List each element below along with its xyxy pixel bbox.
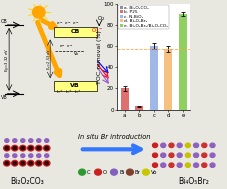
- Circle shape: [176, 153, 181, 157]
- Circle shape: [176, 143, 181, 148]
- Circle shape: [201, 163, 206, 167]
- Text: VB: VB: [70, 83, 80, 88]
- Circle shape: [193, 153, 198, 157]
- Circle shape: [21, 146, 25, 150]
- Circle shape: [94, 169, 101, 175]
- Text: Br: Br: [134, 170, 140, 175]
- Circle shape: [152, 163, 157, 167]
- Text: h$^+$: h$^+$: [74, 88, 81, 96]
- Circle shape: [201, 153, 206, 157]
- Circle shape: [21, 162, 25, 165]
- Circle shape: [168, 163, 173, 167]
- Circle shape: [37, 146, 40, 150]
- Circle shape: [152, 143, 157, 148]
- Circle shape: [160, 163, 165, 167]
- Circle shape: [209, 163, 214, 167]
- Circle shape: [110, 169, 117, 175]
- Circle shape: [209, 143, 214, 148]
- Circle shape: [168, 143, 173, 148]
- Circle shape: [29, 146, 32, 150]
- Circle shape: [37, 139, 41, 142]
- Circle shape: [45, 146, 48, 150]
- Circle shape: [12, 145, 18, 151]
- Circle shape: [160, 143, 165, 148]
- Circle shape: [13, 154, 17, 157]
- Text: h$^+$: h$^+$: [55, 88, 63, 96]
- FancyBboxPatch shape: [53, 81, 96, 91]
- Text: e$^-$: e$^-$: [55, 20, 63, 27]
- Circle shape: [35, 145, 42, 151]
- Text: e$^-$ e$^-$: e$^-$ e$^-$: [59, 43, 73, 50]
- Text: CB: CB: [1, 19, 8, 24]
- Text: h$^+$: h$^+$: [64, 88, 72, 96]
- Circle shape: [185, 163, 190, 167]
- Circle shape: [5, 162, 9, 165]
- Text: Bi₂O₂CO₃: Bi₂O₂CO₃: [10, 177, 44, 186]
- Circle shape: [185, 153, 190, 157]
- Text: E$_g$=3.32 eV: E$_g$=3.32 eV: [3, 48, 12, 72]
- Circle shape: [5, 146, 9, 150]
- Circle shape: [43, 160, 50, 166]
- Circle shape: [168, 153, 173, 157]
- Circle shape: [20, 145, 26, 151]
- Bar: [178, 14, 186, 110]
- Circle shape: [37, 154, 41, 157]
- Circle shape: [185, 143, 190, 148]
- Circle shape: [32, 6, 45, 18]
- Text: Vo: Vo: [74, 52, 79, 56]
- Text: e$^-$: e$^-$: [71, 20, 79, 27]
- FancyBboxPatch shape: [53, 27, 96, 37]
- Text: e$^-$: e$^-$: [63, 20, 71, 27]
- Circle shape: [209, 153, 214, 157]
- Circle shape: [13, 139, 17, 142]
- Circle shape: [21, 154, 25, 157]
- Text: Bi₄O₅Br₂: Bi₄O₅Br₂: [178, 177, 208, 186]
- Bar: [164, 49, 172, 110]
- Text: O$_2^{•-}$: O$_2^{•-}$: [90, 26, 103, 36]
- Circle shape: [12, 160, 18, 166]
- Circle shape: [160, 153, 165, 157]
- Circle shape: [29, 162, 32, 165]
- Circle shape: [126, 169, 133, 175]
- Bar: [135, 106, 143, 110]
- Text: Bi: Bi: [118, 170, 123, 175]
- Circle shape: [29, 139, 33, 142]
- Circle shape: [193, 163, 198, 167]
- Circle shape: [27, 160, 34, 166]
- Text: In situ Br introduction: In situ Br introduction: [77, 134, 150, 140]
- Circle shape: [193, 143, 198, 148]
- Circle shape: [45, 162, 48, 165]
- Text: VB: VB: [1, 95, 8, 100]
- Circle shape: [20, 160, 26, 166]
- Text: O: O: [103, 170, 107, 175]
- Circle shape: [5, 154, 9, 157]
- Text: E$_g$=2.53 eV: E$_g$=2.53 eV: [45, 48, 52, 70]
- Y-axis label: TOC removal (%): TOC removal (%): [97, 30, 102, 84]
- Circle shape: [35, 160, 42, 166]
- Circle shape: [152, 153, 157, 157]
- Circle shape: [4, 145, 10, 151]
- Circle shape: [21, 139, 25, 142]
- Circle shape: [44, 154, 49, 157]
- Circle shape: [176, 163, 181, 167]
- Circle shape: [43, 145, 50, 151]
- Circle shape: [27, 145, 34, 151]
- Text: C: C: [87, 170, 90, 175]
- Circle shape: [142, 169, 149, 175]
- Circle shape: [37, 162, 40, 165]
- Bar: [149, 46, 157, 110]
- Circle shape: [5, 139, 9, 142]
- Circle shape: [78, 169, 85, 175]
- Text: O$_2$: O$_2$: [97, 14, 105, 22]
- Text: Vo: Vo: [150, 170, 157, 175]
- Circle shape: [13, 162, 17, 165]
- Circle shape: [29, 154, 33, 157]
- Legend: a. Bi₂O₂CO₃, b. P25, c. N-BiOₓ, d. Bi₄O₅Br₂, e. Bi₄O₅Br₂/Bi₂O₂CO₃: a. Bi₂O₂CO₃, b. P25, c. N-BiOₓ, d. Bi₄O₅…: [118, 5, 169, 29]
- Circle shape: [13, 146, 17, 150]
- Circle shape: [44, 139, 49, 142]
- Circle shape: [201, 143, 206, 148]
- Text: CB: CB: [70, 29, 80, 34]
- Bar: [120, 88, 128, 110]
- Circle shape: [4, 160, 10, 166]
